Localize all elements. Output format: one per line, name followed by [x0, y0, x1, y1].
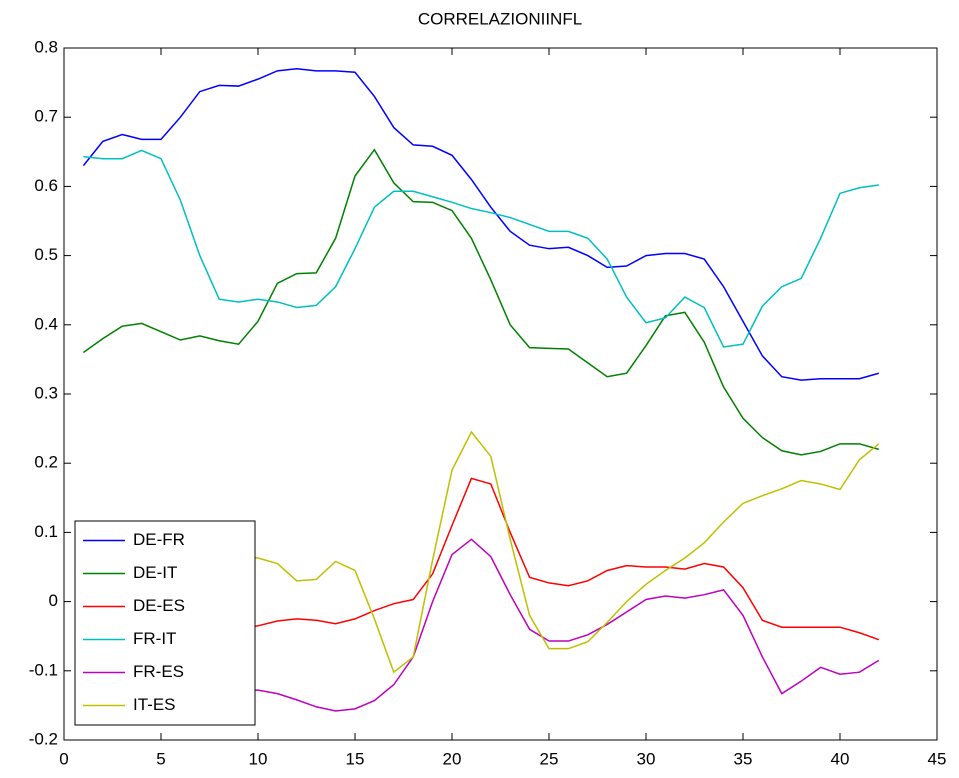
- legend-box: [74, 520, 256, 726]
- x-tick-label: 20: [443, 749, 462, 768]
- y-tick-label: -0.2: [29, 729, 58, 748]
- legend-label: FR-ES: [133, 662, 184, 681]
- y-tick-label: 0.3: [34, 383, 58, 402]
- legend-label: DE-ES: [133, 596, 185, 615]
- legend-label: IT-ES: [133, 695, 176, 714]
- x-tick-label: 15: [346, 749, 365, 768]
- x-tick-label: 5: [156, 749, 165, 768]
- y-tick-label: 0.7: [34, 107, 58, 126]
- x-tick-label: 35: [734, 749, 753, 768]
- x-tick-label: 10: [249, 749, 268, 768]
- series-line: [82, 148, 880, 456]
- x-tick-label: 0: [59, 749, 68, 768]
- y-tick-label: -0.1: [29, 660, 58, 679]
- y-tick-label: 0: [49, 591, 58, 610]
- legend-label: DE-FR: [133, 530, 185, 549]
- y-tick-label: 0.6: [34, 176, 58, 195]
- x-tick-label: 25: [540, 749, 559, 768]
- x-tick-label: 30: [637, 749, 656, 768]
- y-tick-label: 0.4: [34, 314, 58, 333]
- y-tick-label: 0.5: [34, 245, 58, 264]
- y-tick-label: 0.1: [34, 522, 58, 541]
- legend-label: DE-IT: [133, 563, 177, 582]
- series-line: [82, 68, 880, 381]
- y-tick-label: 0.8: [34, 37, 58, 56]
- x-tick-label: 45: [928, 749, 947, 768]
- chart-title: CORRELAZIONIINFL: [418, 9, 582, 28]
- x-tick-label: 40: [831, 749, 850, 768]
- legend-label: FR-IT: [133, 629, 176, 648]
- y-tick-label: 0.2: [34, 453, 58, 472]
- series-line: [83, 149, 879, 348]
